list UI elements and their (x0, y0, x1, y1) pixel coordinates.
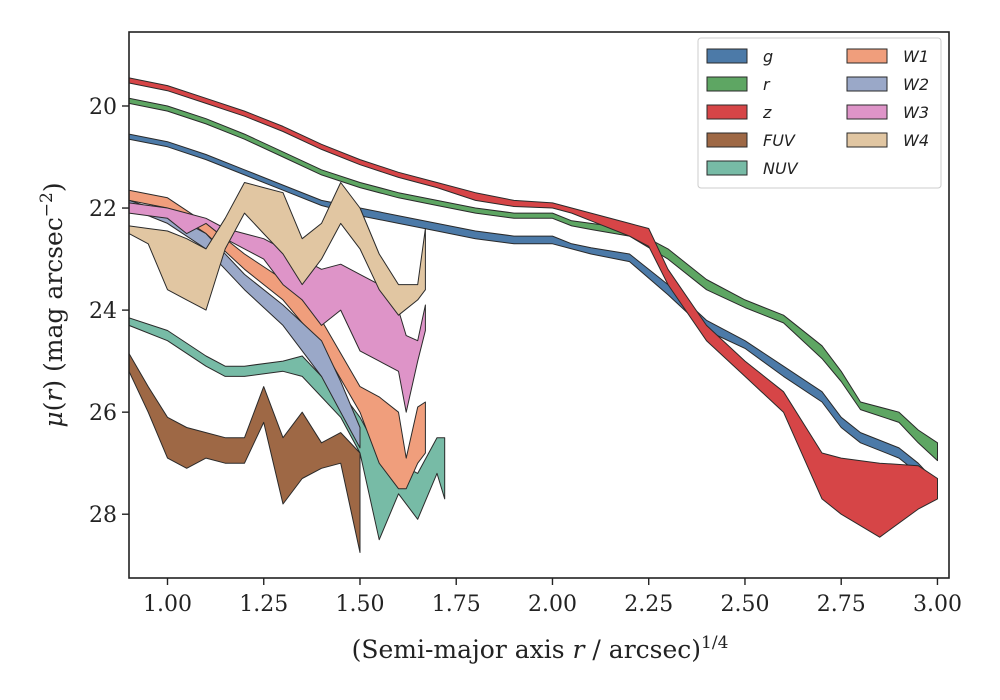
legend-label-fuv: FUV (763, 131, 796, 150)
x-tick-label: 2.75 (817, 592, 866, 617)
x-tick-label: 3.00 (913, 592, 962, 617)
legend-label-w2: W2 (903, 75, 929, 94)
series-layer (129, 77, 938, 553)
x-tick-label: 1.25 (239, 592, 288, 617)
legend-label-z: z (762, 103, 772, 122)
y-tick-label: 24 (89, 299, 117, 324)
x-axis-label: (Semi-major axis r / arcsec)1/4 (352, 633, 729, 664)
x-tick-label: 1.50 (335, 592, 384, 617)
legend-swatch-g (706, 48, 748, 64)
y-tick-label: 28 (89, 503, 117, 528)
legend-swatch-w4 (846, 132, 888, 148)
y-axis: 20 22 24 26 28 (89, 95, 129, 528)
y-tick-label: 26 (89, 401, 117, 426)
legend-label-r: r (763, 75, 771, 94)
plot-frame (128, 31, 950, 579)
legend-box (697, 37, 942, 189)
legend-swatch-fuv (706, 132, 748, 148)
series-band-w2 (129, 199, 361, 449)
legend-swatch-w2 (846, 76, 888, 92)
series-band-nuv (129, 317, 446, 541)
series-band-w4 (129, 182, 426, 316)
legend-swatch-nuv (706, 160, 748, 176)
x-tick-label: 2.25 (624, 592, 673, 617)
x-tick-label: 1.00 (143, 592, 192, 617)
legend-label-w4: W4 (903, 131, 929, 150)
legend: grz FUV NUV W1 W2 W3 W4 (697, 37, 942, 189)
x-tick-label: 2.50 (720, 592, 769, 617)
series-band-fuv (129, 353, 361, 553)
y-tick-label: 20 (89, 95, 117, 120)
x-axis: 1.00 1.25 1.50 1.75 2.00 2.25 2.50 2.75 3.00 (143, 578, 962, 617)
legend-swatch-z (706, 104, 748, 120)
y-tick-label: 22 (89, 197, 117, 222)
x-tick-label: 1.75 (432, 592, 481, 617)
series-band-z (129, 77, 938, 538)
legend-swatch-r (706, 76, 748, 92)
legend-swatch-w3 (846, 104, 888, 120)
series-band-r (129, 97, 938, 462)
x-tick-label: 2.00 (528, 592, 577, 617)
series-band-w3 (129, 202, 426, 413)
legend-swatch-w1 (846, 48, 888, 64)
legend-label-g: g (763, 47, 773, 66)
legend-label-w3: W3 (903, 103, 929, 122)
legend-label-w1: W1 (903, 47, 929, 66)
legend-label-nuv: NUV (763, 159, 799, 178)
y-axis-label: μ(r) (mag arcsec−2) (37, 182, 68, 427)
